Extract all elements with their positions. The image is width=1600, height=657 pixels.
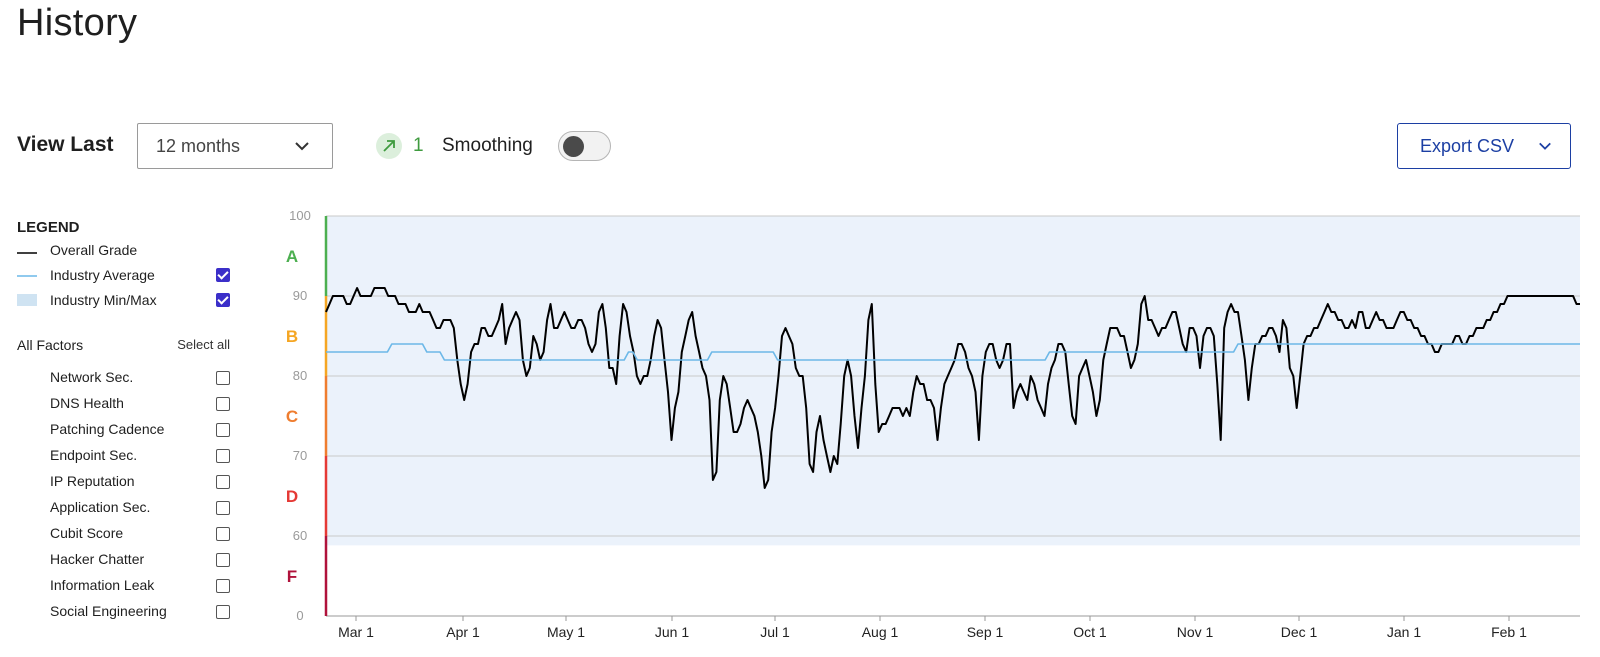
y-tick-label: 90 xyxy=(293,288,307,303)
range-select-value: 12 months xyxy=(156,135,241,156)
x-tick-label: Apr 1 xyxy=(446,624,480,640)
view-last-label: View Last xyxy=(17,133,114,156)
trend-up-icon xyxy=(376,133,402,159)
x-tick-label: Oct 1 xyxy=(1073,624,1107,640)
grade-label-c: C xyxy=(286,407,298,426)
y-tick-label: 80 xyxy=(293,368,307,383)
factor-row: Network Sec. xyxy=(50,369,230,389)
factor-label: Network Sec. xyxy=(50,369,134,385)
factor-row: Social Engineering xyxy=(50,603,230,623)
chevron-down-icon xyxy=(1539,142,1551,150)
factor-checkbox[interactable] xyxy=(216,475,230,489)
black-line-swatch xyxy=(17,252,37,254)
factor-checkbox[interactable] xyxy=(216,579,230,593)
legend-label: Industry Min/Max xyxy=(50,292,157,308)
factor-checkbox[interactable] xyxy=(216,371,230,385)
range-select[interactable]: 12 months xyxy=(137,123,333,169)
factor-label: Social Engineering xyxy=(50,603,167,619)
legend-item-overall-grade: Overall Grade xyxy=(17,239,230,261)
factor-label: Application Sec. xyxy=(50,499,151,515)
legend-label: Overall Grade xyxy=(50,242,138,258)
chevron-down-icon xyxy=(295,142,309,151)
trend-indicator: 1 xyxy=(376,133,424,159)
factors-header: All Factors Select all xyxy=(17,337,230,353)
blue-line-swatch xyxy=(17,275,37,277)
factor-row: IP Reputation xyxy=(50,473,230,493)
x-tick-label: May 1 xyxy=(547,624,585,640)
y-tick-label: 0 xyxy=(296,608,303,623)
factor-checkbox[interactable] xyxy=(216,605,230,619)
factor-row: Information Leak xyxy=(50,577,230,597)
grade-label-f: F xyxy=(287,567,297,586)
factor-row: Patching Cadence xyxy=(50,421,230,441)
factor-row: Hacker Chatter xyxy=(50,551,230,571)
x-tick-label: Nov 1 xyxy=(1177,624,1214,640)
grade-label-b: B xyxy=(286,327,298,346)
legend-item-industry-min-max: Industry Min/Max xyxy=(17,289,230,311)
industry-average-line xyxy=(326,343,1580,361)
factor-label: Hacker Chatter xyxy=(50,551,145,567)
page-title: History xyxy=(17,2,138,44)
smoothing-label: Smoothing xyxy=(442,135,533,156)
x-tick-label: Jan 1 xyxy=(1387,624,1421,640)
industry-min-max-checkbox[interactable] xyxy=(216,293,230,307)
factor-label: Endpoint Sec. xyxy=(50,447,138,463)
factor-checkbox[interactable] xyxy=(216,527,230,541)
export-csv-button[interactable]: Export CSV xyxy=(1397,123,1571,169)
grade-label-a: A xyxy=(286,247,298,266)
x-tick-label: Mar 1 xyxy=(338,624,374,640)
factor-row: DNS Health xyxy=(50,395,230,415)
factor-checkbox[interactable] xyxy=(216,501,230,515)
toggle-knob xyxy=(563,136,584,157)
x-tick-label: Jul 1 xyxy=(760,624,790,640)
factor-label: Information Leak xyxy=(50,577,155,593)
range-swatch xyxy=(17,294,37,306)
y-tick-label: 60 xyxy=(293,528,307,543)
factor-checkbox[interactable] xyxy=(216,553,230,567)
factor-label: Cubit Score xyxy=(50,525,124,541)
legend-title: LEGEND xyxy=(17,219,80,236)
y-tick-label: 70 xyxy=(293,448,307,463)
legend-item-industry-average: Industry Average xyxy=(17,264,230,286)
factor-checkbox[interactable] xyxy=(216,423,230,437)
grade-label-d: D xyxy=(286,487,298,506)
overall-grade-line xyxy=(325,287,1580,489)
industry-range-band xyxy=(326,216,1580,546)
factor-row: Application Sec. xyxy=(50,499,230,519)
x-tick-label: Feb 1 xyxy=(1491,624,1527,640)
factor-label: DNS Health xyxy=(50,395,124,411)
factor-checkbox[interactable] xyxy=(216,397,230,411)
y-tick-label: 100 xyxy=(289,208,311,223)
factor-label: IP Reputation xyxy=(50,473,135,489)
export-csv-label: Export CSV xyxy=(1420,135,1515,156)
x-tick-label: Dec 1 xyxy=(1281,624,1318,640)
factor-label: Patching Cadence xyxy=(50,421,165,437)
x-tick-label: Sep 1 xyxy=(967,624,1004,640)
factor-row: Cubit Score xyxy=(50,525,230,545)
legend-label: Industry Average xyxy=(50,267,155,283)
x-tick-label: Jun 1 xyxy=(655,624,689,640)
factor-row: Endpoint Sec. xyxy=(50,447,230,467)
factor-checkbox[interactable] xyxy=(216,449,230,463)
trend-value: 1 xyxy=(413,135,424,156)
factors-header-label: All Factors xyxy=(17,337,84,353)
industry-average-checkbox[interactable] xyxy=(216,268,230,282)
smoothing-toggle[interactable] xyxy=(558,131,611,161)
x-tick-label: Aug 1 xyxy=(862,624,899,640)
select-all-link[interactable]: Select all xyxy=(177,337,230,352)
